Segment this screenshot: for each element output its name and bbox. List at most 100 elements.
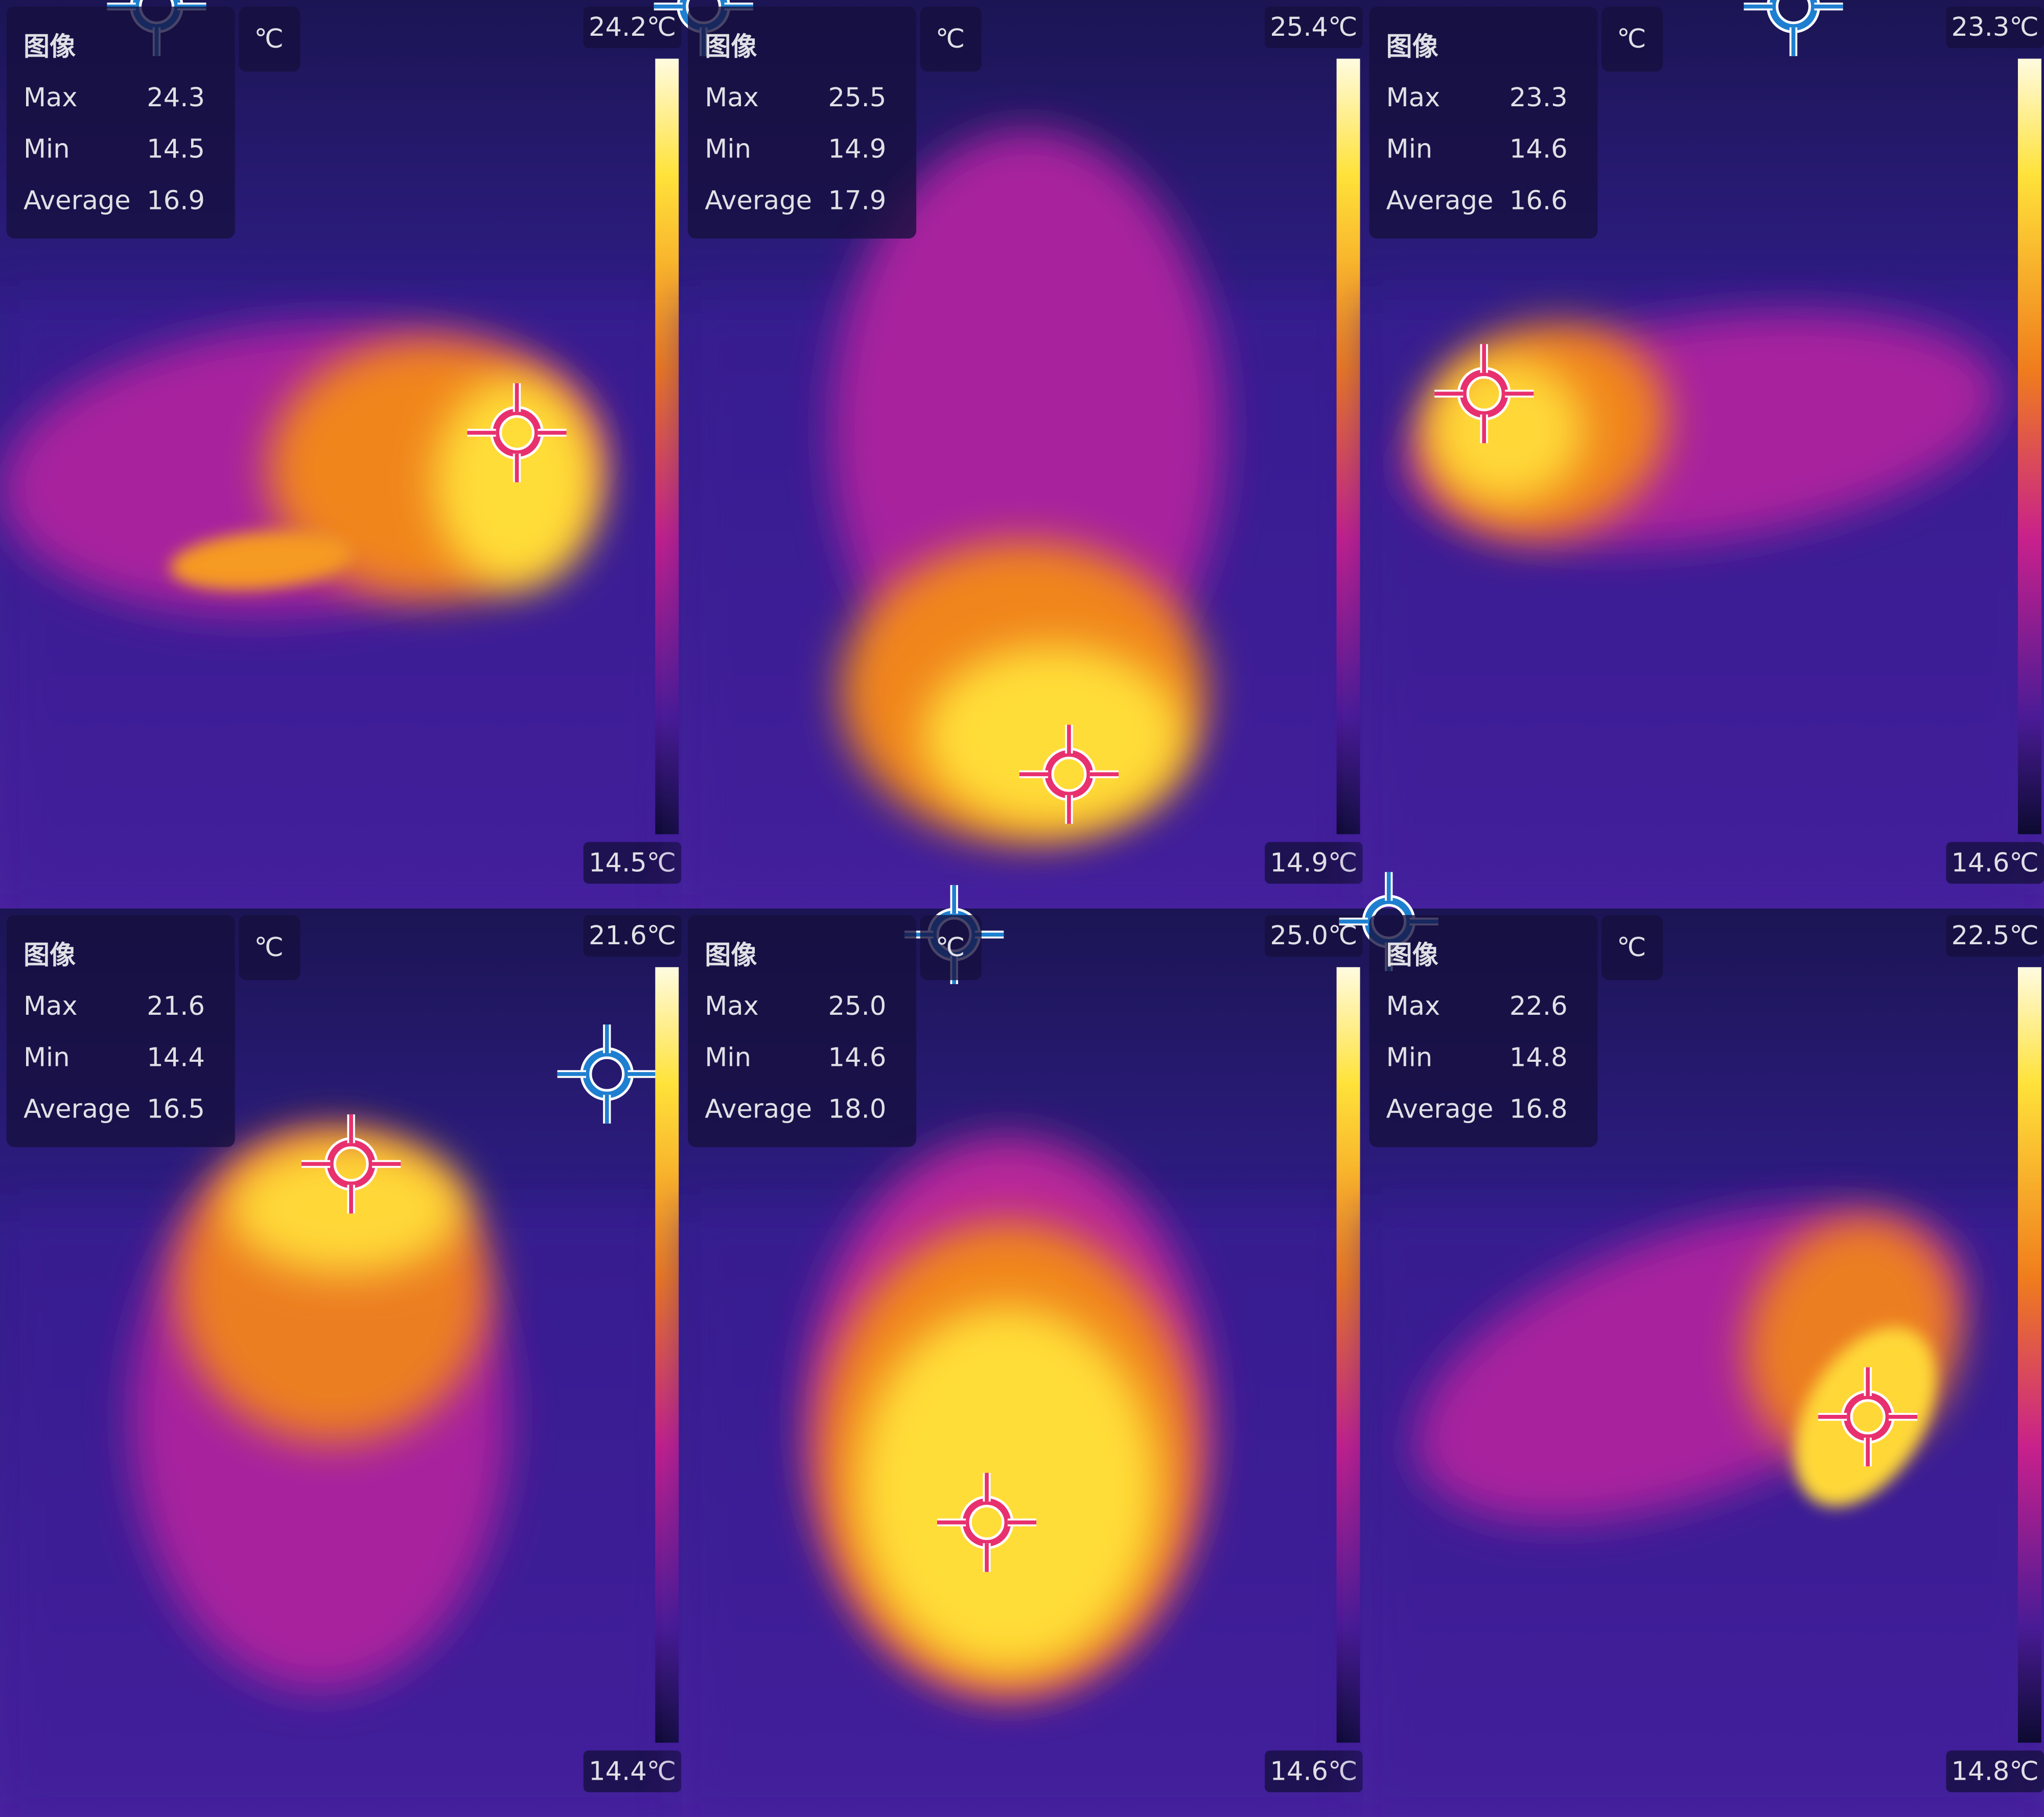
stat-name: Min [705, 134, 751, 165]
stat-value: 16.9 [147, 185, 205, 216]
info-box [1369, 6, 1598, 239]
unit-label: ℃ [936, 24, 965, 54]
color-scale-bar [655, 58, 679, 834]
scale-min-box [1265, 1750, 1363, 1792]
heat-region [922, 645, 1184, 828]
scale-min-box [1265, 842, 1363, 884]
heat-region [1794, 1327, 1936, 1507]
stat-name: Max [1386, 83, 1441, 113]
scale-max-box [1265, 6, 1363, 49]
scale-min-label: 14.4℃ [589, 1756, 676, 1786]
thermal-panel: 图像 Max 25.5 Min 14.9 Average 17.9 ℃ 25.4℃ 14.9℃ [654, 0, 1363, 908]
scale-max-label: 25.0℃ [1270, 921, 1357, 951]
stat-name: Average [1386, 185, 1494, 216]
stat-value: 24.3 [147, 83, 205, 113]
info-box [6, 915, 235, 1147]
image-label: 图像 [705, 32, 757, 62]
scale-min-box [1946, 842, 2044, 884]
image-label: 图像 [705, 940, 757, 970]
unit-box [1601, 6, 1663, 72]
reference-marker [1744, 0, 1843, 56]
stat-value: 23.3 [1509, 83, 1568, 113]
stat-value: 16.5 [147, 1094, 205, 1124]
stat-value: 14.4 [147, 1043, 205, 1073]
scale-max-box [583, 6, 682, 49]
stat-name: Min [1386, 134, 1433, 165]
info-box [688, 6, 917, 239]
scale-min-label: 14.5℃ [589, 848, 676, 878]
hotspot-marker [1818, 1367, 1918, 1466]
stat-value: 25.0 [828, 991, 887, 1021]
image-label: 图像 [24, 940, 76, 970]
info-box [6, 6, 235, 239]
scale-max-label: 25.4℃ [1270, 12, 1357, 42]
color-scale-bar [2017, 58, 2041, 834]
stat-value: 22.6 [1509, 991, 1568, 1021]
heat-region [170, 530, 353, 590]
thermal-panel: 图像 Max 25.0 Min 14.6 Average 18.0 ℃ 25.0℃ 14.6℃ [681, 885, 1363, 1817]
unit-box [239, 6, 300, 72]
stat-name: Average [1386, 1094, 1494, 1124]
stat-value: 14.9 [828, 134, 887, 165]
unit-box [920, 6, 982, 72]
scale-max-box [1946, 6, 2044, 49]
heat-region [228, 1143, 463, 1274]
stat-value: 14.8 [1509, 1043, 1568, 1073]
thermal-panel: 图像 Max 23.3 Min 14.6 Average 16.6 ℃ 23.3℃ 14.6℃ [1362, 0, 2044, 908]
stat-value: 25.5 [828, 83, 887, 113]
image-label: 图像 [1386, 32, 1438, 62]
stat-name: Average [705, 1094, 812, 1124]
stat-value: 18.0 [828, 1094, 887, 1124]
thermal-panel: 图像 Max 21.6 Min 14.4 Average 16.5 ℃ 21.6℃ 14.4℃ [0, 908, 682, 1817]
scale-max-label: 21.6℃ [589, 921, 676, 951]
unit-label: ℃ [936, 933, 965, 963]
stat-value: 16.6 [1509, 185, 1568, 216]
hotspot-marker [1019, 725, 1119, 824]
info-box [688, 915, 917, 1147]
thermal-panel: 图像 Max 24.3 Min 14.5 Average 16.9 ℃ 24.2℃ 14.5℃ [0, 0, 682, 908]
scale-min-box [1946, 1750, 2044, 1792]
image-label: 图像 [24, 32, 76, 62]
hotspot-marker [1434, 344, 1534, 444]
scale-min-label: 14.9℃ [1270, 848, 1357, 878]
scale-max-box [1265, 915, 1363, 957]
scale-max-box [583, 915, 682, 957]
stat-value: 14.5 [147, 134, 205, 165]
stat-name: Min [24, 1043, 70, 1073]
scale-min-box [583, 842, 682, 884]
unit-box [239, 915, 300, 981]
stat-name: Min [24, 134, 70, 165]
stat-value: 14.6 [1509, 134, 1568, 165]
scale-max-label: 23.3℃ [1952, 12, 2039, 42]
stat-value: 16.8 [1509, 1094, 1568, 1124]
scale-max-box [1946, 915, 2044, 957]
scale-max-label: 22.5℃ [1952, 921, 2039, 951]
color-scale-bar [1336, 967, 1360, 1743]
thermal-panel: 图像 Max 22.6 Min 14.8 Average 16.8 ℃ 22.5℃ 14.8℃ [1339, 872, 2044, 1817]
unit-box [920, 915, 982, 981]
scale-min-label: 14.8℃ [1952, 1756, 2039, 1786]
stat-name: Min [705, 1043, 751, 1073]
stat-name: Max [24, 83, 78, 113]
stat-name: Max [705, 83, 759, 113]
unit-label: ℃ [254, 24, 283, 54]
hotspot-marker [937, 1473, 1037, 1572]
stat-value: 21.6 [147, 991, 205, 1021]
hotspot-marker [301, 1114, 401, 1214]
image-label: 图像 [1386, 940, 1438, 970]
stat-name: Average [705, 185, 812, 216]
unit-box [1601, 915, 1663, 981]
stat-name: Max [24, 991, 78, 1021]
stat-name: Average [24, 185, 131, 216]
scale-min-label: 14.6℃ [1270, 1756, 1357, 1786]
scale-min-label: 14.6℃ [1952, 848, 2039, 878]
color-scale-bar [655, 967, 679, 1743]
hotspot-marker [467, 383, 567, 482]
unit-label: ℃ [1617, 24, 1646, 54]
unit-label: ℃ [254, 933, 283, 963]
scale-max-label: 24.2℃ [589, 12, 676, 42]
reference-marker [557, 1024, 657, 1124]
stat-value: 17.9 [828, 185, 887, 216]
stat-name: Min [1386, 1043, 1433, 1073]
